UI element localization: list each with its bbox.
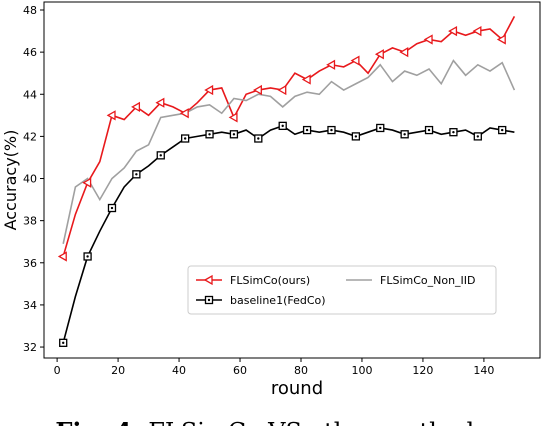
point-marker <box>204 84 214 96</box>
y-tick-label: 36 <box>23 257 37 270</box>
y-tick-label: 46 <box>23 46 37 59</box>
point-marker <box>351 132 361 141</box>
point-marker-dot <box>159 154 162 157</box>
x-tick-label: 20 <box>111 364 125 377</box>
point-marker <box>83 252 92 261</box>
point-marker-dot <box>500 128 504 132</box>
point-marker-dot <box>379 126 382 130</box>
caption: Fig. 4: FLSimCo VS other methods <box>55 417 486 426</box>
point-marker-dot <box>305 128 309 132</box>
point-marker-dot <box>452 130 455 134</box>
y-tick-label: 34 <box>23 299 37 312</box>
x-tick-label: 60 <box>233 364 247 377</box>
point-marker <box>277 84 287 96</box>
point-marker <box>326 59 336 70</box>
point-marker <box>82 177 92 188</box>
x-tick-label: 120 <box>412 364 433 377</box>
point-marker <box>472 25 482 37</box>
point-marker <box>496 34 506 45</box>
point-marker-dot <box>281 124 284 128</box>
point-marker-dot <box>427 128 431 132</box>
legend-marker <box>203 274 213 286</box>
series-line <box>62 15 516 257</box>
y-tick-label: 44 <box>23 88 37 101</box>
caption-text: FLSimCo VS other methods <box>148 418 486 426</box>
point-marker <box>278 121 287 131</box>
point-marker <box>253 84 262 96</box>
point-marker <box>376 123 385 133</box>
point-marker <box>156 151 165 160</box>
y-tick-label: 32 <box>23 341 37 354</box>
legend-label: FLSimCo(ours) <box>230 274 310 287</box>
point-marker-dot <box>110 206 114 210</box>
plot-frame <box>43 1 541 359</box>
point-marker <box>449 128 458 137</box>
legend-marker-dot <box>207 298 211 302</box>
point-marker <box>59 338 68 347</box>
point-marker-dot <box>208 133 211 136</box>
y-tick-label: 42 <box>23 130 37 143</box>
point-marker-dot <box>354 135 358 138</box>
point-marker-dot <box>62 341 65 345</box>
x-tick-label: 140 <box>473 364 494 377</box>
point-marker <box>327 125 336 135</box>
point-marker <box>448 25 458 37</box>
point-marker <box>180 134 190 143</box>
point-marker-dot <box>257 137 260 140</box>
x-tick-label: 100 <box>351 364 372 377</box>
point-marker <box>106 110 116 121</box>
legend-label: baseline1(FedCo) <box>230 294 326 307</box>
x-tick-label: 0 <box>54 364 61 377</box>
x-axis-label: round <box>271 378 323 399</box>
y-tick-label: 40 <box>23 173 37 186</box>
point-marker <box>350 55 360 66</box>
point-marker <box>301 74 311 85</box>
point-marker <box>131 101 141 113</box>
legend-box <box>187 265 497 315</box>
point-marker-dot <box>476 135 480 138</box>
point-marker <box>179 108 189 119</box>
y-tick-label: 48 <box>23 4 37 17</box>
x-tick-label: 80 <box>294 364 308 377</box>
point-marker <box>400 130 409 139</box>
point-marker <box>399 47 409 58</box>
point-marker <box>155 97 165 108</box>
x-tick-label: 40 <box>172 364 186 377</box>
point-marker <box>498 125 507 135</box>
point-marker <box>228 112 238 123</box>
point-marker-dot <box>330 128 333 132</box>
point-marker-dot <box>232 133 236 136</box>
point-marker <box>254 134 263 143</box>
y-tick-label: 38 <box>23 215 37 228</box>
point-marker <box>132 170 141 179</box>
point-marker <box>205 130 214 139</box>
point-marker-dot <box>183 137 187 140</box>
point-marker <box>229 130 239 139</box>
point-marker <box>302 125 312 135</box>
point-marker <box>424 125 434 135</box>
series-line <box>62 59 516 244</box>
y-axis-label: Accuracy(%) <box>1 130 20 231</box>
point-marker <box>473 132 482 141</box>
legend-label: FLSimCo_Non_IID <box>380 274 476 287</box>
legend-marker <box>204 295 214 305</box>
point-marker <box>107 203 117 213</box>
point-marker-dot <box>86 255 89 258</box>
point-marker <box>374 49 384 60</box>
caption-label: Fig. 4: <box>55 417 140 426</box>
point-marker <box>423 34 433 45</box>
point-marker-dot <box>403 133 406 136</box>
point-marker <box>57 251 67 262</box>
point-marker-dot <box>135 173 138 176</box>
